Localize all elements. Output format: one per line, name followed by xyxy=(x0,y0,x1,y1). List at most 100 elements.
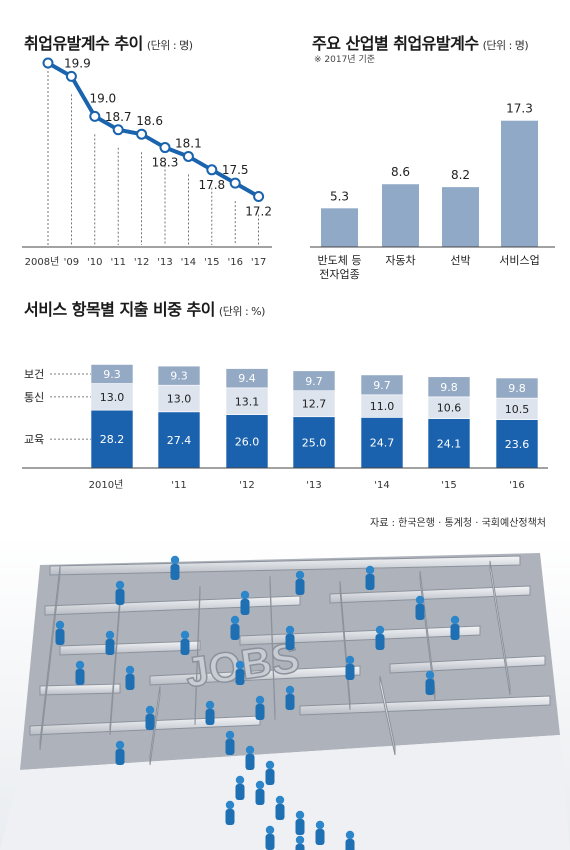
x-tick-label: '12 xyxy=(134,257,149,268)
person-figure xyxy=(235,775,245,800)
industry-bar xyxy=(501,120,538,247)
line-series xyxy=(47,61,260,199)
person-body xyxy=(170,564,180,580)
x-tick-label: '12 xyxy=(239,480,254,491)
maze-wall xyxy=(194,585,201,726)
x-tick-label: '15 xyxy=(204,257,219,268)
person-body xyxy=(345,664,355,680)
person-body xyxy=(285,634,295,650)
person-figure xyxy=(255,695,265,720)
line-data-label: 20.2 xyxy=(35,55,62,57)
person-figure xyxy=(225,800,235,825)
person-head xyxy=(145,705,155,715)
person-body xyxy=(415,604,425,620)
stack-value-label: 25.0 xyxy=(302,436,327,449)
person-body xyxy=(285,694,295,710)
stack-segment-education xyxy=(495,419,539,469)
person-figure xyxy=(230,615,240,640)
person-body xyxy=(265,834,275,850)
person-body xyxy=(230,624,240,640)
stack-segment-health xyxy=(427,376,471,398)
person-head xyxy=(315,820,325,830)
stack-segment-health xyxy=(495,377,539,399)
person-body xyxy=(375,634,385,650)
person-body xyxy=(295,819,305,835)
person-figure xyxy=(265,760,275,785)
person-head xyxy=(225,800,235,810)
stack-value-label: 9.8 xyxy=(508,382,526,395)
industry-bar xyxy=(382,184,419,247)
stack-segment-health xyxy=(292,370,336,392)
industry-category-label: 전자업종 xyxy=(319,268,359,280)
stack-value-label: 11.0 xyxy=(370,400,395,413)
person-body xyxy=(255,789,265,805)
person-head xyxy=(450,615,460,625)
stack-value-label: 13.1 xyxy=(235,395,260,408)
person-figure xyxy=(345,655,355,680)
maze-wall xyxy=(489,560,511,696)
stack-segment-telecom xyxy=(292,390,336,418)
maze-wall xyxy=(39,683,121,696)
bar-chart-title-text: 주요 산업별 취업유발계수 xyxy=(312,34,479,53)
line-point xyxy=(89,110,101,122)
line-point xyxy=(229,177,241,189)
person-body xyxy=(295,844,305,850)
stack-segment-education xyxy=(360,417,404,469)
person-body xyxy=(450,624,460,640)
industry-category-label: 서비스업 xyxy=(499,254,539,267)
person-head xyxy=(295,570,305,580)
stack-value-label: 10.5 xyxy=(505,403,530,416)
person-body xyxy=(225,809,235,825)
industry-bar-label: 8.6 xyxy=(391,165,410,179)
maze-wall xyxy=(59,640,201,656)
industry-bar xyxy=(442,187,479,247)
x-tick-label: '15 xyxy=(441,480,456,491)
x-tick-label: 2010년 xyxy=(89,479,124,491)
person-body xyxy=(55,629,65,645)
person-head xyxy=(170,555,180,565)
person-figure xyxy=(265,825,275,850)
person-head xyxy=(105,630,115,640)
person-head xyxy=(125,665,135,675)
person-figure xyxy=(295,570,305,595)
person-figure xyxy=(170,555,180,580)
person-head xyxy=(285,625,295,635)
line-point xyxy=(253,191,265,202)
person-head xyxy=(235,775,245,785)
source-note: 자료 : 한국은행 · 통계청 · 국회예산정책처 xyxy=(370,518,546,529)
industry-bar xyxy=(321,208,358,247)
line-point xyxy=(206,164,218,176)
industry-bar-label: 17.3 xyxy=(506,102,533,116)
person-body xyxy=(345,839,355,850)
x-tick-label: '13 xyxy=(306,480,321,491)
person-head xyxy=(240,590,250,600)
stack-segment-telecom xyxy=(157,384,201,413)
stack-value-label: 9.4 xyxy=(238,372,256,385)
stack-value-label: 23.6 xyxy=(505,438,530,451)
x-tick-label: '16 xyxy=(509,480,524,491)
line-data-label: 17.8 xyxy=(198,178,225,192)
line-point xyxy=(112,124,124,136)
person-figure xyxy=(75,660,85,685)
person-head xyxy=(345,830,355,840)
person-head xyxy=(265,760,275,770)
person-body xyxy=(115,589,125,605)
person-body xyxy=(245,754,255,770)
stack-value-label: 13.0 xyxy=(100,391,125,404)
x-tick-label: '11 xyxy=(171,480,186,491)
stacked-chart-title: 서비스 항목별 지출 비중 추이 (단위 : %) xyxy=(24,296,265,320)
industry-category-label: 자동차 xyxy=(385,254,415,267)
person-head xyxy=(365,565,375,575)
bar-chart-unit: (단위 : 명) xyxy=(482,39,529,52)
person-head xyxy=(55,620,65,630)
person-head xyxy=(75,660,85,670)
person-body xyxy=(235,784,245,800)
person-body xyxy=(145,714,155,730)
maze-wall xyxy=(239,625,481,646)
person-head xyxy=(295,835,305,845)
stack-value-label: 24.7 xyxy=(370,437,395,450)
stack-value-label: 10.6 xyxy=(437,402,462,415)
maze-wall xyxy=(149,685,161,766)
person-head xyxy=(235,660,245,670)
person-head xyxy=(205,700,215,710)
